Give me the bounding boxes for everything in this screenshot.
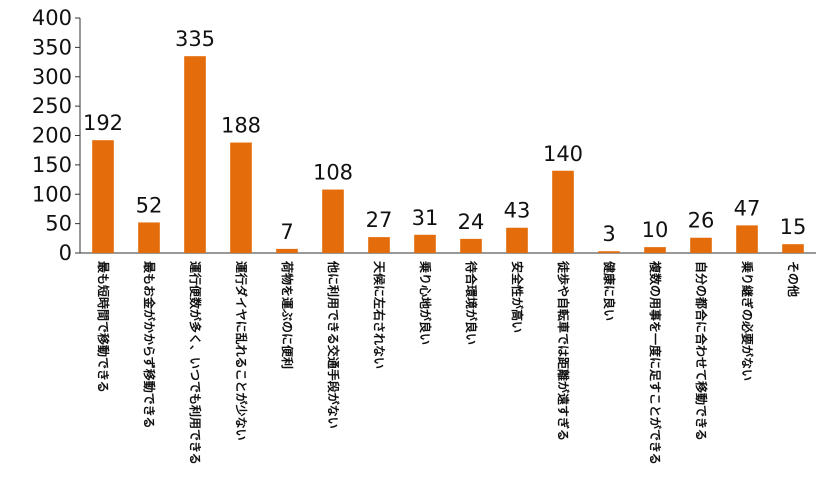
x-tick-label: 最も短時間で移動できる	[96, 261, 111, 393]
y-tick-label: 250	[32, 94, 72, 118]
data-label: 335	[175, 27, 215, 51]
data-label: 140	[543, 142, 583, 166]
bar	[690, 237, 712, 253]
data-label: 188	[221, 114, 261, 138]
data-label: 43	[504, 199, 531, 223]
bar	[184, 56, 206, 253]
y-tick-label: 350	[32, 35, 72, 59]
x-tick-label: 他に利用できる交通手段がない	[326, 260, 341, 429]
bar	[736, 225, 758, 253]
x-tick-label: 安全性が高い	[510, 261, 525, 333]
data-label: 52	[136, 193, 163, 217]
x-tick-label: 乗り心地が良い	[418, 261, 433, 345]
bar	[598, 251, 620, 253]
x-tick-label: 運行便数が多く、いつでも利用できる	[188, 261, 203, 465]
bar	[368, 237, 390, 253]
y-tick-label: 150	[32, 153, 72, 177]
x-tick-label: 複数の用事を一度に足すことができる	[648, 260, 663, 465]
bar	[322, 189, 344, 253]
bar	[782, 244, 804, 253]
bar	[552, 170, 574, 253]
x-tick-label: 自分の都合に合わせて移動できる	[694, 261, 709, 441]
y-tick-label: 100	[32, 182, 72, 206]
data-label: 26	[688, 209, 715, 233]
bar	[414, 234, 436, 253]
x-tick-label: 待合環境が良い	[464, 261, 479, 345]
data-label: 108	[313, 161, 353, 185]
x-tick-label: 健康に良い	[602, 261, 617, 321]
bar	[276, 248, 298, 253]
y-tick-label: 50	[45, 212, 72, 236]
bar	[506, 227, 528, 253]
data-label: 27	[366, 208, 393, 232]
x-tick-label: 運行ダイヤに乱れることが少ない	[234, 261, 249, 441]
y-tick-label: 400	[32, 6, 72, 30]
y-axis: 0 50 100 150 200 250 300 350 400	[32, 6, 816, 265]
value-labels: 192 52 335 188 7 108 27 31 24 43 140 3 10 26 47 15	[83, 27, 806, 246]
y-tick-label: 200	[32, 124, 72, 148]
data-label: 15	[780, 215, 807, 239]
x-tick-label: 荷物を運ぶのに便利	[280, 260, 295, 369]
bar	[138, 222, 160, 253]
data-label: 10	[642, 218, 669, 242]
data-label: 7	[280, 220, 293, 244]
data-label: 192	[83, 111, 123, 135]
y-tick-label: 300	[32, 65, 72, 89]
data-label: 3	[602, 222, 615, 246]
x-tick-label: その他	[786, 261, 801, 297]
x-tick-label: 天候に左右されない	[372, 261, 387, 369]
x-tick-label: 徒歩や自転車では距離が遠すぎる	[556, 260, 571, 441]
bars	[92, 56, 804, 253]
data-label: 24	[458, 210, 485, 234]
data-label: 47	[734, 196, 761, 220]
x-tick-label: 最もお金がかからず移動できる	[142, 261, 157, 429]
data-label: 31	[412, 206, 439, 230]
bar	[460, 238, 482, 253]
bar	[644, 247, 666, 253]
bar	[92, 140, 114, 253]
bar	[230, 142, 252, 253]
y-tick-label: 0	[59, 241, 72, 265]
category-labels: 最も短時間で移動できる 最もお金がかからず移動できる 運行便数が多く、いつでも利用で…	[96, 260, 801, 465]
x-tick-label: 乗り継ぎの必要がない	[740, 261, 755, 381]
